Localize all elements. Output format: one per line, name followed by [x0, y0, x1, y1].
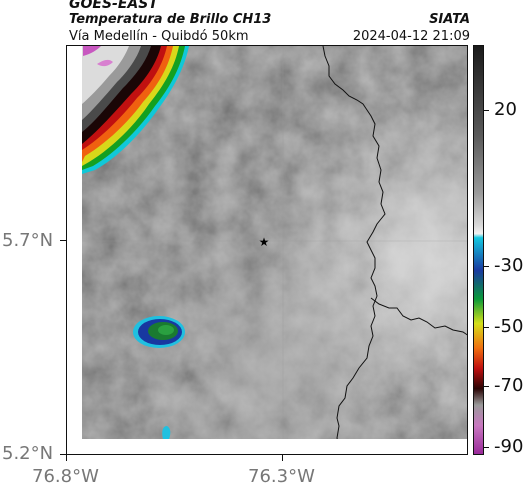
storm-cell-southwest [133, 316, 185, 348]
colorbar-tick-minus70 [484, 386, 489, 387]
lon-label-76.8: 76.8°W [32, 466, 99, 487]
lon-tick-76.8 [66, 455, 67, 461]
colorbar-tick-minus30 [484, 266, 489, 267]
colorbar-tick-minus50 [484, 327, 489, 328]
boundary-line-southeast [370, 297, 467, 336]
star-icon: ★ [259, 235, 270, 249]
colorbar-label-minus70: -70 [494, 375, 524, 396]
satellite-map: ★ [66, 45, 468, 455]
colorbar-tick-minus90 [484, 447, 489, 448]
colorbar-label-minus50: -50 [494, 316, 524, 337]
satellite-title: GOES-EAST [69, 0, 158, 12]
product-title: Temperatura de Brillo CH13 [69, 12, 272, 27]
lon-tick-76.3 [282, 455, 283, 461]
lat-tick-5.2 [60, 454, 66, 455]
colorbar-label-minus90: -90 [494, 436, 524, 457]
lat-label-5.2: 5.2°N [2, 443, 54, 464]
source-label: SIATA [429, 12, 470, 27]
cold-cloud-fragment [162, 426, 171, 439]
lat-label-5.7: 5.7°N [2, 230, 54, 251]
satellite-image: ★ [67, 46, 467, 454]
no-data-margin-south [67, 439, 467, 454]
colorbar [473, 45, 484, 455]
datetime-label: 2024-04-12 21:09 [352, 29, 470, 44]
lat-tick-5.7 [60, 240, 66, 241]
location-subtitle: Vía Medellín - Quibdó 50km [69, 29, 249, 44]
storm-cell-northwest [82, 46, 189, 174]
colorbar-label-20: 20 [494, 99, 517, 120]
boundary-line-east [322, 46, 386, 454]
lon-label-76.3: 76.3°W [248, 466, 315, 487]
no-data-margin-west [67, 46, 82, 454]
colorbar-tick-20 [484, 110, 489, 111]
colorbar-label-minus30: -30 [494, 255, 524, 276]
